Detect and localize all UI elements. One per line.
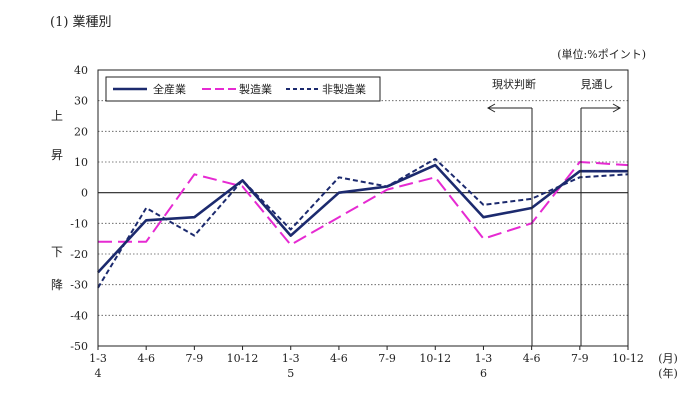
x-tick-label: 7-9 <box>571 352 589 365</box>
side-label-up: 昇 <box>51 148 63 162</box>
annotations: 現状判断 見通し <box>486 77 622 346</box>
axes <box>97 69 629 350</box>
y-tick-label: 10 <box>74 156 88 169</box>
legend-box <box>105 76 381 102</box>
legend-label: 製造業 <box>239 82 272 96</box>
annotation-outlook: 見通し <box>581 78 614 91</box>
year-label: 5 <box>287 367 294 380</box>
x-tick-label: 7-9 <box>186 352 204 365</box>
chart-title: (1) 業種別 <box>50 15 112 30</box>
legend-label: 全産業 <box>153 82 186 96</box>
y-tick-label: 30 <box>74 95 88 108</box>
x-tick-label: 10-12 <box>612 352 644 365</box>
legend-label: 非製造業 <box>322 82 366 96</box>
side-label-down: 下 <box>51 245 63 259</box>
series-lines <box>97 157 629 289</box>
y-tick-label: 40 <box>74 64 88 77</box>
x-tick-label: 10-12 <box>227 352 259 365</box>
y-tick-label: -40 <box>70 309 88 322</box>
y-tick-label: -20 <box>70 248 88 261</box>
year-label: 6 <box>480 367 487 380</box>
y-tick-label: -10 <box>70 217 88 230</box>
x-tick-label: 1-3 <box>475 352 493 365</box>
annotation-current: 現状判断 <box>492 77 536 91</box>
x-unit-year: (年) <box>658 366 678 380</box>
year-label: 4 <box>95 367 102 380</box>
y-tick-label: 20 <box>74 125 88 138</box>
x-tick-label: 1-3 <box>89 352 107 365</box>
side-label-up: 上 <box>51 109 63 123</box>
y-tick-label: -30 <box>70 279 88 292</box>
x-unit-month: (月) <box>658 352 678 365</box>
unit-note: (単位:%ポイント) <box>557 48 646 61</box>
grid-lines <box>98 100 628 316</box>
legend: 全産業 製造業 非製造業 <box>105 76 381 102</box>
series-line-1 <box>98 161 629 246</box>
y-tick-label: -50 <box>70 340 88 353</box>
outlook-arrow-head <box>612 103 622 113</box>
x-tick-label: 4-6 <box>137 352 155 365</box>
series-line-0 <box>97 163 628 274</box>
side-label-down: 降 <box>51 278 63 292</box>
y-tick-label: 0 <box>81 187 88 200</box>
plot-frame <box>97 69 629 347</box>
x-tick-label: 4-6 <box>523 352 541 365</box>
x-tick-label: 1-3 <box>282 352 300 365</box>
x-tick-label: 7-9 <box>378 352 396 365</box>
x-tick-label: 4-6 <box>330 352 348 365</box>
series-line-2 <box>97 157 629 289</box>
current-arrow-head <box>486 103 496 113</box>
x-tick-label: 10-12 <box>419 352 451 365</box>
